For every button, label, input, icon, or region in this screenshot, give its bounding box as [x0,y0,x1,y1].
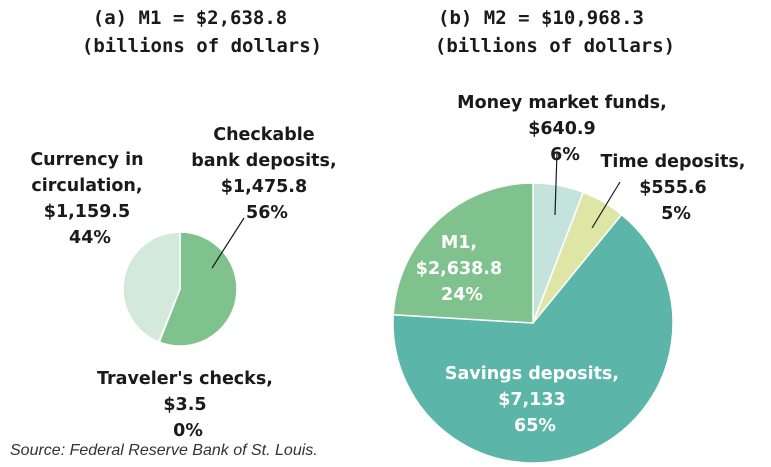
m1-slice-2 [122,231,181,343]
label-travelers-value: $3.5 [163,395,206,415]
chart-a-subtitle: (billions of dollars) [82,35,322,57]
leader-line-time [591,181,621,229]
label-checkable-value: $1,475.8 [221,177,307,197]
label-m1-line1: M1, [441,233,477,253]
m2-slice-2 [392,213,674,464]
label-savings-line1: Savings deposits, [445,364,619,384]
label-currency-line2: circulation, [31,176,142,196]
label-checkable-line2: bank deposits, [191,151,336,171]
source-note: Source: Federal Reserve Bank of St. Loui… [10,442,318,459]
label-savings-value: $7,133 [498,390,566,410]
label-mmf-value: $640.9 [528,119,596,139]
leader-line-checkable [211,217,245,269]
label-time-value: $555.6 [639,178,707,198]
label-travelers-checks: Traveler's checks, $3.5 0% [97,369,279,441]
label-checkable-pct: 56% [246,203,288,223]
label-currency: Currency in circulation, $1,159.5 44% [30,150,149,248]
label-travelers-line1: Traveler's checks, [97,369,273,389]
chart-b-title: (b) M2 = $10,968.3 [438,7,644,29]
chart-b-subtitle: (billions of dollars) [435,35,675,57]
label-m1-slice: M1, $2,638.8 24% [416,233,508,305]
chart-a-title: (a) M1 = $2,638.8 [93,7,287,29]
label-currency-pct: 44% [69,228,111,248]
label-m1-pct: 24% [441,285,483,305]
label-money-market: Money market funds, $640.9 6% [457,93,673,165]
leader-line-mmf [554,151,558,216]
pie-chart-m2 [392,182,674,464]
label-m1-value: $2,638.8 [416,259,502,279]
m1-slice-0 [158,231,238,347]
pie-chart-m1 [122,231,238,347]
label-travelers-pct: 0% [173,421,203,441]
label-mmf-line1: Money market funds, [457,93,667,113]
label-checkable-line1: Checkable [213,125,315,145]
label-time-pct: 5% [661,204,691,224]
label-time-deposits: Time deposits, $555.6 5% [600,152,751,224]
label-time-line1: Time deposits, [600,152,745,172]
label-currency-line1: Currency in [30,150,143,170]
m2-slice-3 [392,182,534,324]
label-checkable-deposits: Checkable bank deposits, $1,475.8 56% [191,125,342,223]
label-savings-pct: 65% [514,416,556,436]
label-savings-deposits: Savings deposits, $7,133 65% [445,364,625,436]
label-currency-value: $1,159.5 [44,202,130,222]
label-mmf-pct: 6% [550,145,580,165]
